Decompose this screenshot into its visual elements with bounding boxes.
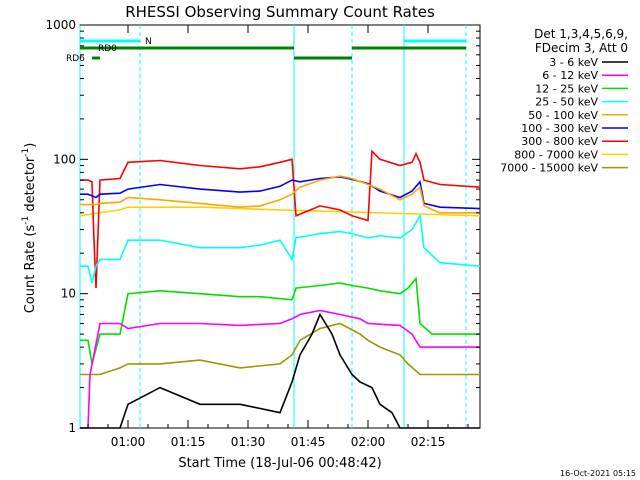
plot-frame <box>79 24 481 429</box>
series-line-2 <box>80 276 480 365</box>
decimation-label-rd6: RD6 <box>66 54 85 64</box>
x-tick-label-0: 01:00 <box>111 435 146 449</box>
y-tick-label-0: 1 <box>68 421 76 435</box>
series-line-5 <box>80 176 481 210</box>
y-tick-label-3: 1000 <box>45 18 76 32</box>
attenuator-label: N <box>145 37 152 47</box>
series-line-4 <box>80 175 480 214</box>
series-line-7 <box>79 206 481 217</box>
x-tick-label-2: 01:30 <box>231 435 266 449</box>
legend-header-line-1: Det 1,3,4,5,6,9, <box>534 27 628 41</box>
series-line-0 <box>80 312 480 429</box>
legend: Det 1,3,4,5,6,9, FDecim 3, Att 0 3 - 6 k… <box>500 27 628 175</box>
legend-label-4: 50 - 100 keV <box>528 109 598 122</box>
x-tick-label-1: 01:15 <box>171 435 206 449</box>
legend-label-5: 100 - 300 keV <box>521 122 598 135</box>
legend-label-3: 25 - 50 keV <box>535 96 598 109</box>
y-tick-label-1: 10 <box>61 287 76 301</box>
x-axis-label: Start Time (18-Jul-06 00:48:42) <box>178 456 381 471</box>
series-line-3 <box>80 213 481 284</box>
series-line-6 <box>80 149 481 289</box>
legend-header-line-2: FDecim 3, Att 0 <box>535 41 628 55</box>
chart-title: RHESSI Observing Summary Count Rates <box>125 3 435 21</box>
series-line-8 <box>80 322 480 376</box>
footer-timestamp: 16-Oct-2021 05:15 <box>560 469 636 478</box>
y-tick-label-2: 100 <box>53 152 76 166</box>
y-axis-ticks: 1 10 100 1000 <box>45 18 480 435</box>
y-axis-label: Count Rate (s-1 detector-1) <box>21 143 38 314</box>
legend-label-6: 300 - 800 keV <box>521 135 598 148</box>
x-axis-ticks: 01:00 01:15 01:30 01:45 02:00 02:15 <box>87 25 469 449</box>
decimation-label-rd0: RD0 <box>98 44 117 54</box>
legend-label-1: 6 - 12 keV <box>542 69 598 82</box>
x-tick-label-4: 02:00 <box>351 435 386 449</box>
legend-label-0: 3 - 6 keV <box>549 56 598 69</box>
legend-label-8: 7000 - 15000 keV <box>500 162 598 175</box>
series-line-1 <box>80 309 480 429</box>
legend-label-2: 12 - 25 keV <box>535 82 598 95</box>
x-tick-label-3: 01:45 <box>291 435 326 449</box>
legend-label-7: 800 - 7000 keV <box>514 148 598 161</box>
x-tick-label-5: 02:15 <box>411 435 446 449</box>
plot-area: N RD0 RD6 <box>66 24 481 429</box>
